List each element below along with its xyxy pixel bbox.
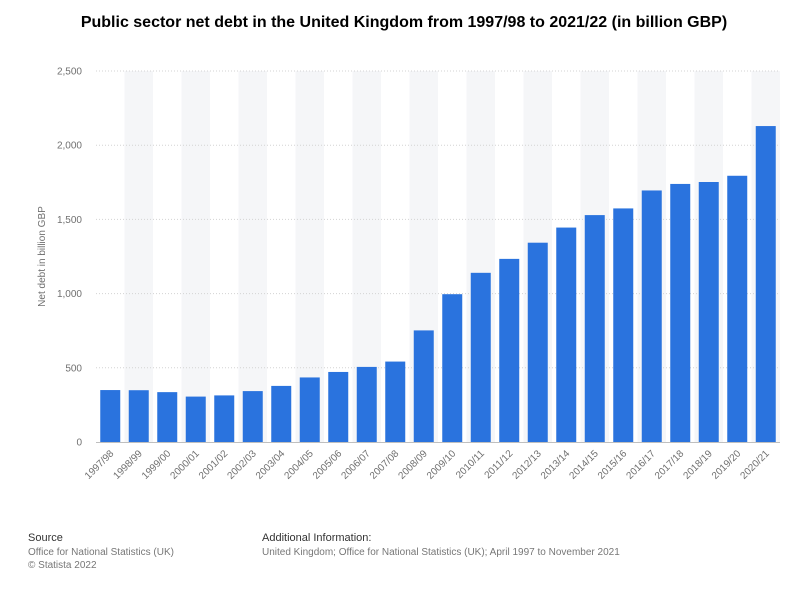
x-tick-label: 2020/21: [739, 448, 773, 482]
x-tick-label: 2000/01: [169, 448, 203, 482]
bar: [556, 227, 577, 442]
x-tick-label: 2014/15: [568, 448, 602, 482]
bar: [242, 391, 263, 442]
bar: [442, 294, 463, 442]
bar: [613, 208, 634, 442]
bar: [328, 371, 349, 442]
y-tick-label: 2,000: [57, 141, 82, 152]
x-tick-label: 1999/00: [140, 448, 174, 482]
background-band: [238, 71, 267, 442]
bar: [271, 385, 292, 442]
x-tick-label: 2001/02: [197, 448, 231, 482]
y-tick-label: 1,000: [57, 289, 82, 300]
bar: [499, 258, 520, 442]
source-heading: Source: [28, 532, 63, 544]
x-tick-label: 2007/08: [368, 448, 402, 482]
x-tick-label: 2003/04: [254, 448, 288, 482]
bar-chart: 0 500 1,000 1,500 2,000 2,500 1997/981998/9919…: [37, 67, 780, 482]
bar: [299, 377, 320, 442]
x-tick-label: 2015/16: [596, 448, 630, 482]
copyright-line: © Statista 2022: [28, 560, 97, 571]
y-tick-label: 500: [65, 363, 82, 374]
bar: [413, 330, 434, 442]
bar: [185, 396, 206, 442]
bar: [157, 392, 178, 442]
x-tick-label: 2002/03: [226, 448, 260, 482]
y-tick-label: 1,500: [57, 215, 82, 226]
x-tick-label: 2012/13: [511, 448, 545, 482]
x-tick-label: 2017/18: [653, 448, 687, 482]
bar: [727, 175, 748, 443]
background-band: [181, 71, 210, 442]
x-tick-label: 2004/05: [283, 448, 317, 482]
background-band: [124, 71, 153, 442]
x-tick-label: 2018/19: [682, 448, 716, 482]
bar: [470, 272, 491, 442]
bar: [584, 215, 605, 442]
x-tick-label: 2019/20: [710, 448, 744, 482]
x-tick-label: 2009/10: [425, 448, 459, 482]
x-tick-label: 2006/07: [340, 448, 374, 482]
bar: [128, 390, 149, 442]
bar: [356, 366, 377, 442]
bar: [641, 190, 662, 442]
bar: [670, 183, 691, 442]
y-axis-title: Net debt in billion GBP: [37, 206, 48, 307]
x-tick-label: 1997/98: [83, 448, 117, 482]
bar: [755, 126, 776, 442]
x-tick-label: 2013/14: [539, 448, 573, 482]
bar: [385, 361, 406, 442]
additional-info-block: Additional Information: United Kingdom; …: [262, 532, 620, 559]
x-tick-label: 2005/06: [311, 448, 345, 482]
x-tick-label: 2016/17: [625, 448, 659, 482]
x-tick-label: 2008/09: [397, 448, 431, 482]
y-tick-label: 0: [76, 438, 82, 449]
bar: [698, 182, 719, 442]
bar: [527, 242, 548, 442]
x-tick-label: 1998/99: [112, 448, 146, 482]
additional-info-heading: Additional Information:: [262, 532, 372, 544]
source-block: Source Office for National Statistics (U…: [28, 532, 174, 572]
x-tick-label: 2010/11: [454, 448, 487, 481]
additional-info-text: United Kingdom; Office for National Stat…: [262, 547, 620, 558]
x-tick-label: 2011/12: [483, 448, 516, 481]
chart-title: Public sector net debt in the United Kin…: [80, 14, 728, 31]
bar: [100, 390, 121, 442]
y-tick-label: 2,500: [57, 67, 82, 78]
source-line: Office for National Statistics (UK): [28, 547, 174, 558]
bar: [214, 395, 235, 442]
